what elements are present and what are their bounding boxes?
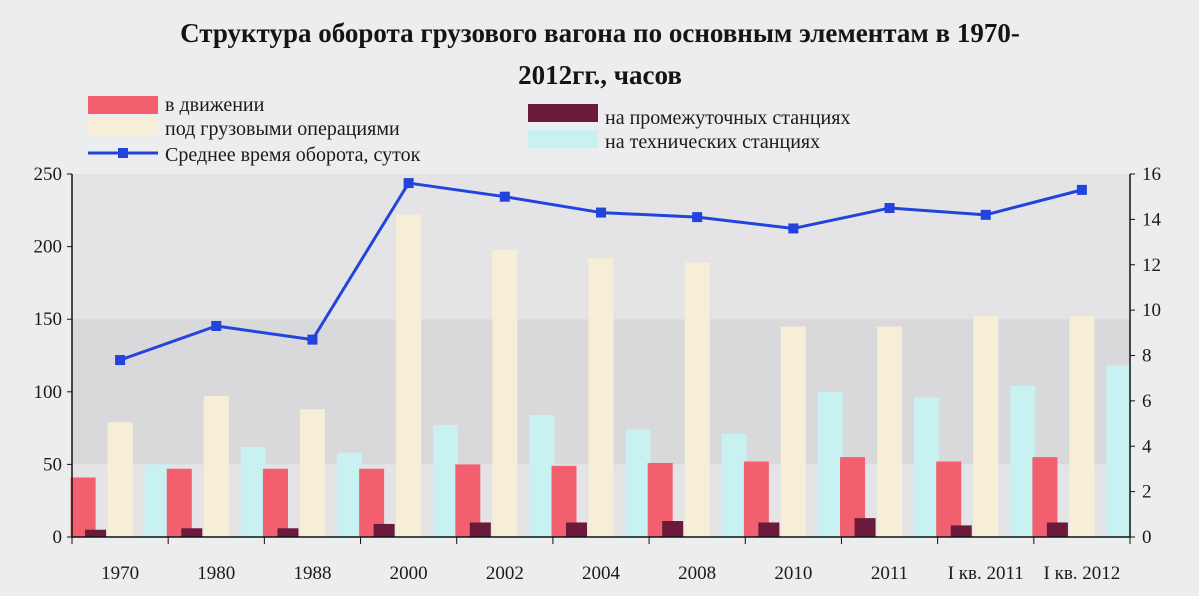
legend-avg-turnover-label: Среднее время оборота, суток (165, 144, 421, 166)
x-tick-label: I кв. 2012 (1044, 563, 1121, 584)
left-tick-label: 0 (53, 527, 63, 548)
line-series-group (115, 178, 1087, 366)
avg-turnover-point-6 (692, 212, 703, 223)
bar-technical-6 (721, 433, 747, 537)
x-tick-label: 2011 (871, 563, 908, 584)
legend-cargo-ops-swatch (88, 118, 158, 136)
x-tick-label: 2000 (390, 563, 428, 584)
right-tick-label: 4 (1142, 436, 1152, 457)
bar-cargo-ops-4 (492, 249, 518, 537)
bar-moving-2 (262, 468, 288, 537)
legend-moving-swatch (88, 96, 158, 114)
bar-cargo-ops-5 (588, 258, 614, 537)
legend-intermediate-label: на промежуточных станциях (605, 107, 850, 129)
avg-turnover-point-5 (596, 207, 606, 218)
bar-moving-0 (70, 477, 96, 537)
bar-intermediate-8 (854, 518, 876, 537)
avg-turnover-point-2 (307, 334, 318, 345)
avg-turnover-point-7 (788, 223, 799, 234)
right-tick-label: 16 (1142, 164, 1161, 185)
left-tick-label: 50 (43, 454, 62, 475)
bar-series-group (70, 214, 1132, 537)
bar-moving-1 (166, 468, 192, 537)
bar-technical-9 (1010, 385, 1036, 537)
bar-technical-10 (1106, 365, 1132, 537)
avg-turnover-point-9 (980, 209, 991, 220)
x-tick-label: 2008 (678, 563, 716, 584)
avg-turnover-point-3 (403, 178, 414, 189)
axes: 0 50 100 150 200 250 0 2 4 6 8 10 12 14 16 1970 1980 1988… (34, 164, 1162, 584)
bar-intermediate-7 (758, 522, 780, 537)
right-tick-label: 8 (1142, 346, 1152, 367)
left-tick-label: 200 (34, 237, 63, 258)
bar-technical-8 (914, 397, 940, 537)
bar-cargo-ops-2 (299, 409, 325, 537)
x-tick-label: 1970 (101, 563, 139, 584)
bar-intermediate-6 (662, 521, 684, 537)
bar-technical-1 (240, 446, 266, 537)
bar-cargo-ops-9 (973, 316, 999, 537)
bar-cargo-ops-6 (684, 262, 710, 537)
chart-title-line-1: Структура оборота грузового вагона по ос… (180, 18, 1020, 48)
bar-intermediate-9 (950, 525, 972, 537)
bar-technical-3 (433, 425, 459, 537)
x-tick-label: 2010 (774, 563, 812, 584)
avg-turnover-point-8 (884, 203, 895, 214)
x-tick-label: 1980 (197, 563, 235, 584)
bar-moving-9 (936, 461, 962, 537)
bar-intermediate-4 (469, 522, 491, 537)
bar-technical-0 (144, 464, 170, 537)
right-tick-label: 2 (1142, 482, 1152, 503)
legend-cargo-ops-label: под грузовыми операциями (165, 118, 400, 140)
bar-cargo-ops-3 (396, 214, 422, 537)
right-tick-label: 10 (1142, 300, 1161, 321)
right-tick-label: 0 (1142, 527, 1152, 548)
x-tick-label: 2002 (486, 563, 524, 584)
legend-technical-swatch (528, 130, 598, 148)
x-tick-label: 2004 (582, 563, 621, 584)
bar-cargo-ops-10 (1069, 316, 1095, 537)
bar-cargo-ops-7 (780, 326, 806, 537)
bar-technical-7 (817, 391, 843, 537)
left-tick-label: 150 (34, 309, 63, 330)
chart-title-line-2: 2012гг., часов (518, 60, 682, 90)
x-tick-label: I кв. 2011 (948, 563, 1024, 584)
bar-intermediate-5 (566, 522, 587, 537)
bar-intermediate-0 (85, 529, 107, 537)
left-tick-label: 100 (34, 382, 63, 403)
bar-intermediate-10 (1046, 522, 1068, 537)
bar-cargo-ops-8 (877, 326, 903, 537)
legend-technical-label: на технических станциях (605, 131, 820, 153)
bar-technical-4 (529, 415, 555, 537)
bar-intermediate-3 (373, 523, 395, 537)
bar-intermediate-2 (277, 528, 299, 537)
bar-intermediate-1 (181, 528, 203, 537)
bar-cargo-ops-0 (107, 422, 133, 537)
legend-avg-turnover-marker (118, 148, 128, 158)
legend-intermediate-swatch (528, 104, 598, 122)
bar-cargo-ops-1 (203, 396, 229, 537)
avg-turnover-point-4 (499, 191, 510, 202)
right-tick-label: 14 (1142, 209, 1162, 230)
avg-turnover-point-1 (211, 321, 222, 332)
bar-technical-2 (336, 452, 362, 537)
bar-technical-5 (625, 429, 651, 537)
legend-moving-label: в движении (165, 94, 265, 116)
avg-turnover-point-0 (115, 355, 126, 366)
left-tick-label: 250 (34, 164, 63, 185)
right-tick-label: 12 (1142, 255, 1161, 276)
right-tick-label: 6 (1142, 391, 1152, 412)
x-tick-label: 1988 (293, 563, 331, 584)
avg-turnover-point-10 (1076, 184, 1087, 195)
